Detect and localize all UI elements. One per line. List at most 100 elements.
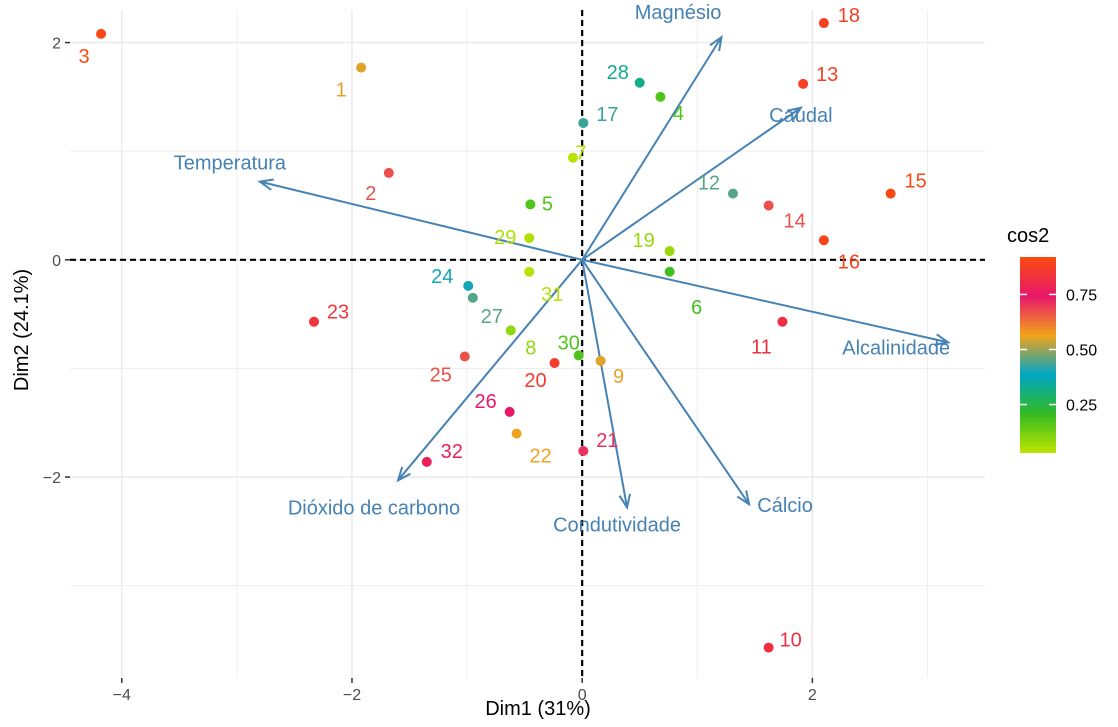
point-label: 6 (691, 297, 702, 319)
point-label: 28 (607, 62, 629, 84)
point-24: 24 (431, 266, 474, 291)
x-axis-label: Dim1 (31%) (485, 698, 591, 720)
colorbar-tick-label: 0.50 (1066, 342, 1097, 359)
point-15: 15 (885, 171, 927, 199)
point-26: 26 (475, 391, 515, 417)
point-label: 31 (541, 284, 563, 306)
individual-points: 1234567891011121314151617181920212223242… (79, 5, 927, 653)
point-marker (634, 77, 645, 88)
point-label: 14 (783, 211, 805, 233)
point-27: 27 (467, 292, 503, 328)
variable-label: Magnésio (635, 2, 722, 24)
point-label: 2 (365, 183, 376, 205)
point-label: 24 (431, 266, 453, 288)
point-22: 22 (511, 428, 552, 468)
point-marker (383, 167, 394, 178)
variable-label: Alcalinidade (842, 337, 950, 359)
point-2: 2 (365, 167, 394, 205)
variable-arrow: Magnésio (581, 2, 723, 261)
point-20: 20 (524, 358, 560, 392)
point-29: 29 (494, 227, 535, 249)
point-23: 23 (309, 302, 349, 327)
y-tick-label: 2 (52, 36, 61, 53)
point-marker (578, 117, 589, 128)
point-marker (664, 246, 675, 257)
point-marker (777, 316, 788, 327)
y-tick-label: −2 (43, 470, 61, 487)
axes: −4 −2 0 2 −2 0 2 (43, 36, 817, 704)
point-marker (763, 642, 774, 653)
point-label: 26 (475, 391, 497, 413)
point-marker (463, 280, 474, 291)
plot-panel (70, 10, 985, 678)
point-18: 18 (818, 5, 860, 29)
variable-label: Temperatura (174, 153, 287, 175)
point-7: 7 (567, 143, 587, 165)
point-31: 31 (524, 266, 563, 306)
colorbar (1020, 257, 1056, 453)
point-11: 11 (751, 316, 788, 359)
point-marker (525, 199, 536, 210)
grid-lines (70, 10, 985, 678)
point-16: 16 (818, 235, 860, 273)
point-label: 15 (904, 171, 926, 193)
point-label: 7 (575, 143, 586, 165)
x-tick-label: −4 (113, 687, 131, 704)
point-32: 32 (421, 441, 463, 467)
colorbar-tick-label: 0.75 (1066, 287, 1097, 304)
point-marker (818, 235, 829, 246)
point-label: 29 (494, 227, 516, 249)
point-marker (655, 91, 666, 102)
point-label: 27 (481, 306, 503, 328)
point-label: 4 (673, 103, 684, 125)
point-1: 1 (336, 62, 367, 102)
point-label: 12 (698, 173, 720, 195)
point-label: 9 (613, 366, 624, 388)
point-25: 25 (430, 351, 470, 386)
variable-arrow: Condutividade (553, 259, 681, 536)
point-marker (798, 78, 809, 89)
cos2-legend: cos2 0.25 0.50 0.75 (1007, 225, 1097, 453)
x-tick-label: 0 (578, 687, 587, 704)
point-17: 17 (578, 104, 618, 128)
point-label: 1 (336, 80, 347, 102)
point-label: 10 (779, 630, 801, 652)
point-label: 16 (838, 251, 860, 273)
point-label: 21 (596, 430, 618, 452)
point-label: 11 (751, 337, 772, 359)
variable-arrow: Caudal (581, 105, 833, 261)
point-6: 6 (664, 266, 702, 319)
point-marker (511, 428, 522, 439)
point-marker (467, 292, 478, 303)
point-13: 13 (798, 64, 838, 89)
variable-label: Caudal (769, 105, 832, 127)
variable-arrow: Dióxido de carbono (288, 259, 583, 519)
colorbar-tick-label: 0.25 (1066, 398, 1097, 415)
point-14: 14 (763, 200, 806, 233)
point-9: 9 (595, 355, 624, 388)
point-label: 32 (441, 441, 463, 463)
point-label: 25 (430, 364, 452, 386)
point-marker (763, 200, 774, 211)
point-label: 5 (542, 193, 553, 215)
x-tick-label: 2 (808, 687, 817, 704)
point-label: 3 (79, 46, 90, 68)
point-marker (567, 152, 578, 163)
point-10: 10 (763, 630, 802, 653)
point-marker (309, 316, 319, 327)
point-12: 12 (698, 173, 738, 199)
variable-label: Condutividade (553, 514, 681, 536)
point-marker (96, 28, 107, 39)
point-marker (885, 188, 896, 199)
legend-title: cos2 (1007, 225, 1049, 247)
point-marker (595, 355, 606, 366)
y-tick-label: 0 (52, 253, 61, 270)
point-19: 19 (633, 230, 675, 257)
point-marker (549, 358, 560, 369)
variable-arrow: Alcalinidade (581, 258, 951, 359)
point-marker (727, 188, 738, 199)
point-label: 30 (558, 332, 580, 354)
point-label: 19 (633, 230, 655, 252)
point-marker (573, 350, 584, 361)
